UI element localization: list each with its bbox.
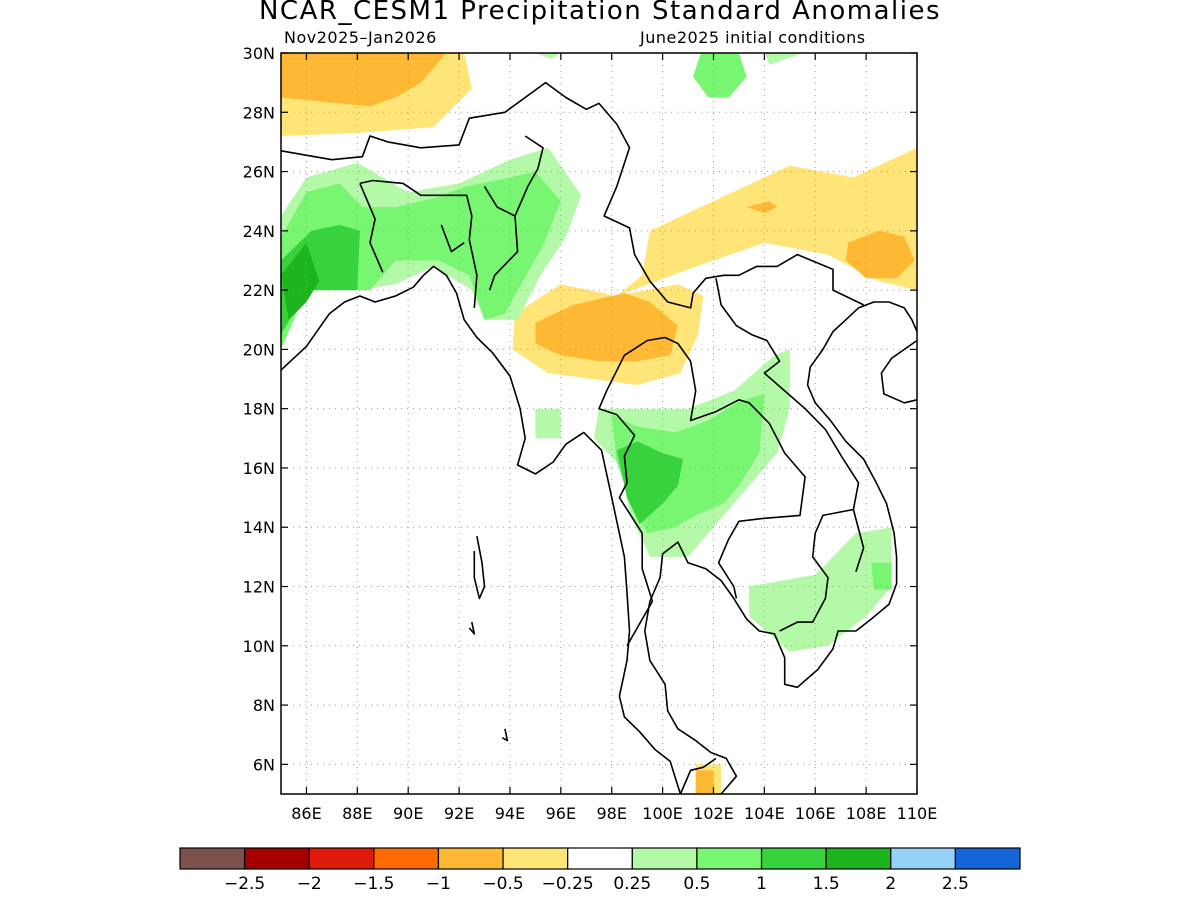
lat-tick-label: 30N: [243, 44, 275, 63]
lat-tick-label: 14N: [243, 518, 275, 537]
anomaly-region-7: [695, 770, 714, 794]
coastlines-and-borders: [280, 81, 918, 795]
lat-tick-label: 6N: [253, 755, 275, 774]
colorbar-box-3: [373, 847, 440, 870]
anomaly-region-5: [746, 201, 778, 214]
anomaly-region-18: [616, 441, 683, 525]
lon-tick-label: 86E: [291, 804, 321, 823]
anomaly-region-9: [281, 171, 561, 350]
forecast-period: Nov2025–Jan2026: [284, 28, 437, 47]
lon-tick-label: 106E: [795, 804, 836, 823]
anomaly-region-20: [871, 562, 892, 590]
colorbar-box-2: [308, 847, 375, 870]
initial-conditions: June2025 initial conditions: [640, 28, 866, 47]
colorbar-box-8: [696, 847, 763, 870]
colorbar-box-6: [567, 847, 633, 870]
lat-tick-label: 16N: [243, 459, 275, 478]
anomaly-region-15: [535, 408, 561, 439]
lat-tick-label: 20N: [243, 340, 275, 359]
lat-tick-label: 10N: [243, 637, 275, 656]
colorbar-label: 1: [756, 874, 767, 894]
colorbar-label: −1.5: [353, 874, 394, 894]
colorbar-label: 1.5: [813, 874, 840, 894]
coastline-4: [468, 621, 476, 635]
map-frame: [280, 52, 918, 795]
lon-tick-label: 100E: [642, 804, 683, 823]
country-border-1: [359, 179, 478, 308]
lat-tick-label: 24N: [243, 222, 275, 241]
country-border-8: [598, 336, 666, 416]
colorbar-labels: −2.5 −2 −1.5 −1 −0.5 −0.25 0.25 0.5 1 1.5 2 2.5: [224, 874, 969, 894]
colorbar-box-11: [890, 847, 956, 870]
colorbar-label: 0.25: [613, 874, 651, 894]
colorbar-label: 2: [885, 874, 896, 894]
colorbar-box-12: [954, 847, 1021, 870]
colorbar-label: 0.5: [683, 874, 710, 894]
anomaly-region-14: [764, 53, 803, 65]
axis-ticks: 30N 28N 26N 24N 22N 20N 18N 16N 14N 12N 10N 8N 6N 86E…: [243, 44, 938, 823]
colorbar-box-4: [437, 847, 504, 870]
map-title: NCAR_CESM1 Precipitation Standard Anomal…: [258, 0, 942, 26]
colorbar-label: 2.5: [942, 874, 969, 894]
country-border-9: [715, 278, 860, 632]
colorbar-label: −0.25: [542, 874, 594, 894]
colorbar-box-9: [760, 847, 827, 870]
colorbar-label: −0.5: [482, 874, 523, 894]
colorbar-box-7: [631, 847, 698, 870]
anomaly-region-11: [281, 242, 320, 320]
coastline-1: [644, 301, 918, 795]
lon-tick-label: 90E: [393, 804, 423, 823]
lon-tick-label: 104E: [744, 804, 785, 823]
lat-tick-label: 18N: [243, 400, 275, 419]
anomaly-region-4: [845, 230, 915, 279]
lon-tick-label: 92E: [444, 804, 474, 823]
country-border-2: [359, 183, 384, 273]
lon-tick-label: 94E: [495, 804, 525, 823]
country-border-4: [483, 185, 519, 291]
country-border-5: [514, 135, 544, 217]
colorbar-boxes: [179, 847, 1021, 870]
coastline-3: [473, 535, 486, 600]
colorbar-box-0: [179, 847, 246, 870]
colorbar-box-10: [825, 847, 892, 870]
anomaly-region-12: [693, 53, 747, 98]
lon-tick-label: 102E: [693, 804, 734, 823]
anomaly-region-13: [535, 53, 561, 59]
coastline-0: [280, 265, 682, 795]
coastline-2: [880, 339, 918, 404]
lat-tick-label: 28N: [243, 103, 275, 122]
country-border-11: [679, 757, 717, 795]
anomaly-shading: [281, 53, 917, 794]
lon-tick-label: 98E: [596, 804, 626, 823]
lat-tick-label: 26N: [243, 163, 275, 182]
lon-tick-label: 96E: [546, 804, 576, 823]
coastline-5: [501, 728, 509, 742]
lon-tick-label: 88E: [342, 804, 372, 823]
colorbar-box-1: [244, 847, 310, 870]
lat-tick-label: 12N: [243, 578, 275, 597]
lon-tick-label: 110E: [897, 804, 938, 823]
country-border-6: [664, 336, 806, 599]
colorbar-box-5: [502, 847, 569, 870]
lat-tick-label: 22N: [243, 281, 275, 300]
country-border-0: [280, 81, 864, 309]
colorbar-label: −2: [297, 874, 322, 894]
anomaly-region-1: [281, 53, 447, 107]
lon-tick-label: 108E: [846, 804, 887, 823]
colorbar-label: −2.5: [224, 874, 265, 894]
lat-tick-label: 8N: [253, 696, 275, 715]
anomaly-region-19: [749, 527, 892, 652]
country-border-3: [440, 224, 465, 253]
country-border-10: [852, 509, 865, 572]
country-border-7: [616, 414, 654, 647]
colorbar-label: −1: [426, 874, 451, 894]
